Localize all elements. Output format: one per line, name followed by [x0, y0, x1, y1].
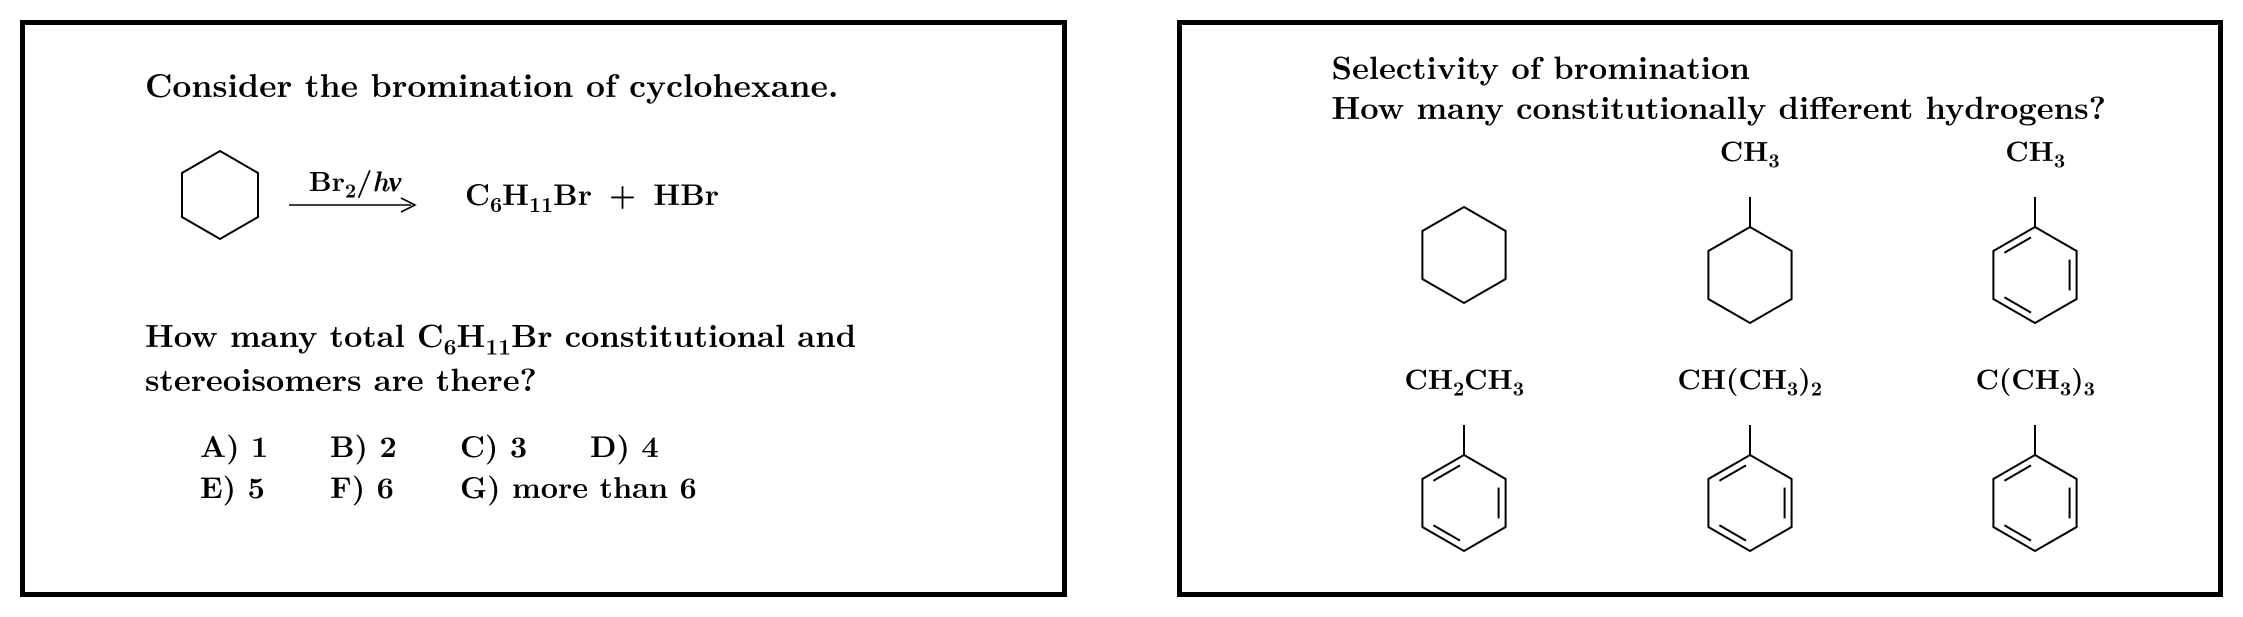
answer-options: A) 1 B) 2 C) 3 D) 4 E) 5 F) 6 G) more th… — [200, 425, 720, 506]
options-row-1: A) 1 B) 2 C) 3 D) 4 — [200, 425, 720, 466]
opt-b: B) 2 — [330, 425, 460, 466]
molecule-cell-5: C(CH3)3 — [1933, 358, 2139, 568]
molecule-grid: CH3 CH3 CH2CH3 CH(CH3)2 C(CH3)3 — [1362, 130, 2139, 572]
molecule-cell-1: CH3 — [1647, 130, 1853, 340]
left-question: How many total C6H11Br constitutional an… — [145, 315, 856, 399]
left-intro: Consider the bromination of cyclohexane. — [145, 60, 838, 107]
molecule-3-svg — [1384, 388, 1544, 568]
molecule-5-svg — [1955, 388, 2115, 568]
molecule-label-2: CH3 — [1933, 130, 2139, 164]
molecule-label-0 — [1362, 130, 1568, 164]
right-title: Selectivity of brominationHow many const… — [1332, 47, 2107, 127]
molecule-label-4: CH(CH3)2 — [1647, 358, 1853, 392]
slide-left-inner: Consider the bromination of cyclohexane.… — [25, 25, 1062, 592]
options-row-2: E) 5 F) 6 G) more than 6 — [200, 466, 720, 507]
reaction-arrow-wrap: Br2/hν — [285, 165, 425, 225]
molecule-label-5: C(CH3)3 — [1933, 358, 2139, 392]
opt-g: G) more than 6 — [460, 466, 697, 507]
page: Consider the bromination of cyclohexane.… — [0, 0, 2243, 617]
product-formula: C6H11Br + HBr — [465, 171, 719, 219]
slide-left: Consider the bromination of cyclohexane.… — [20, 20, 1067, 597]
molecule-cell-0 — [1362, 130, 1568, 340]
hexagon-ring — [182, 151, 258, 239]
molecule-4-svg — [1670, 388, 1830, 568]
molecule-2-svg — [1955, 160, 2115, 340]
molecule-row-2: CH2CH3 CH(CH3)2 C(CH3)3 — [1362, 358, 2139, 568]
molecule-cell-2: CH3 — [1933, 130, 2139, 340]
molecule-cell-4: CH(CH3)2 — [1647, 358, 1853, 568]
molecule-label-1: CH3 — [1647, 130, 1853, 164]
molecule-row-1: CH3 CH3 — [1362, 130, 2139, 340]
molecule-0-svg — [1384, 160, 1544, 340]
opt-d: D) 4 — [590, 425, 720, 466]
reagent-label: Br2/hν — [285, 159, 425, 204]
molecule-1-svg — [1670, 160, 1830, 340]
slide-right: Selectivity of brominationHow many const… — [1177, 20, 2224, 597]
opt-c: C) 3 — [460, 425, 590, 466]
cyclohexane-reactant — [175, 145, 265, 245]
opt-f: F) 6 — [330, 466, 460, 507]
opt-a: A) 1 — [200, 425, 330, 466]
molecule-cell-3: CH2CH3 — [1362, 358, 1568, 568]
molecule-label-3: CH2CH3 — [1362, 358, 1568, 392]
reaction-row: Br2/hν C6H11Br + HBr — [175, 145, 719, 245]
slide-right-inner: Selectivity of brominationHow many const… — [1182, 25, 2219, 592]
opt-e: E) 5 — [200, 466, 330, 507]
